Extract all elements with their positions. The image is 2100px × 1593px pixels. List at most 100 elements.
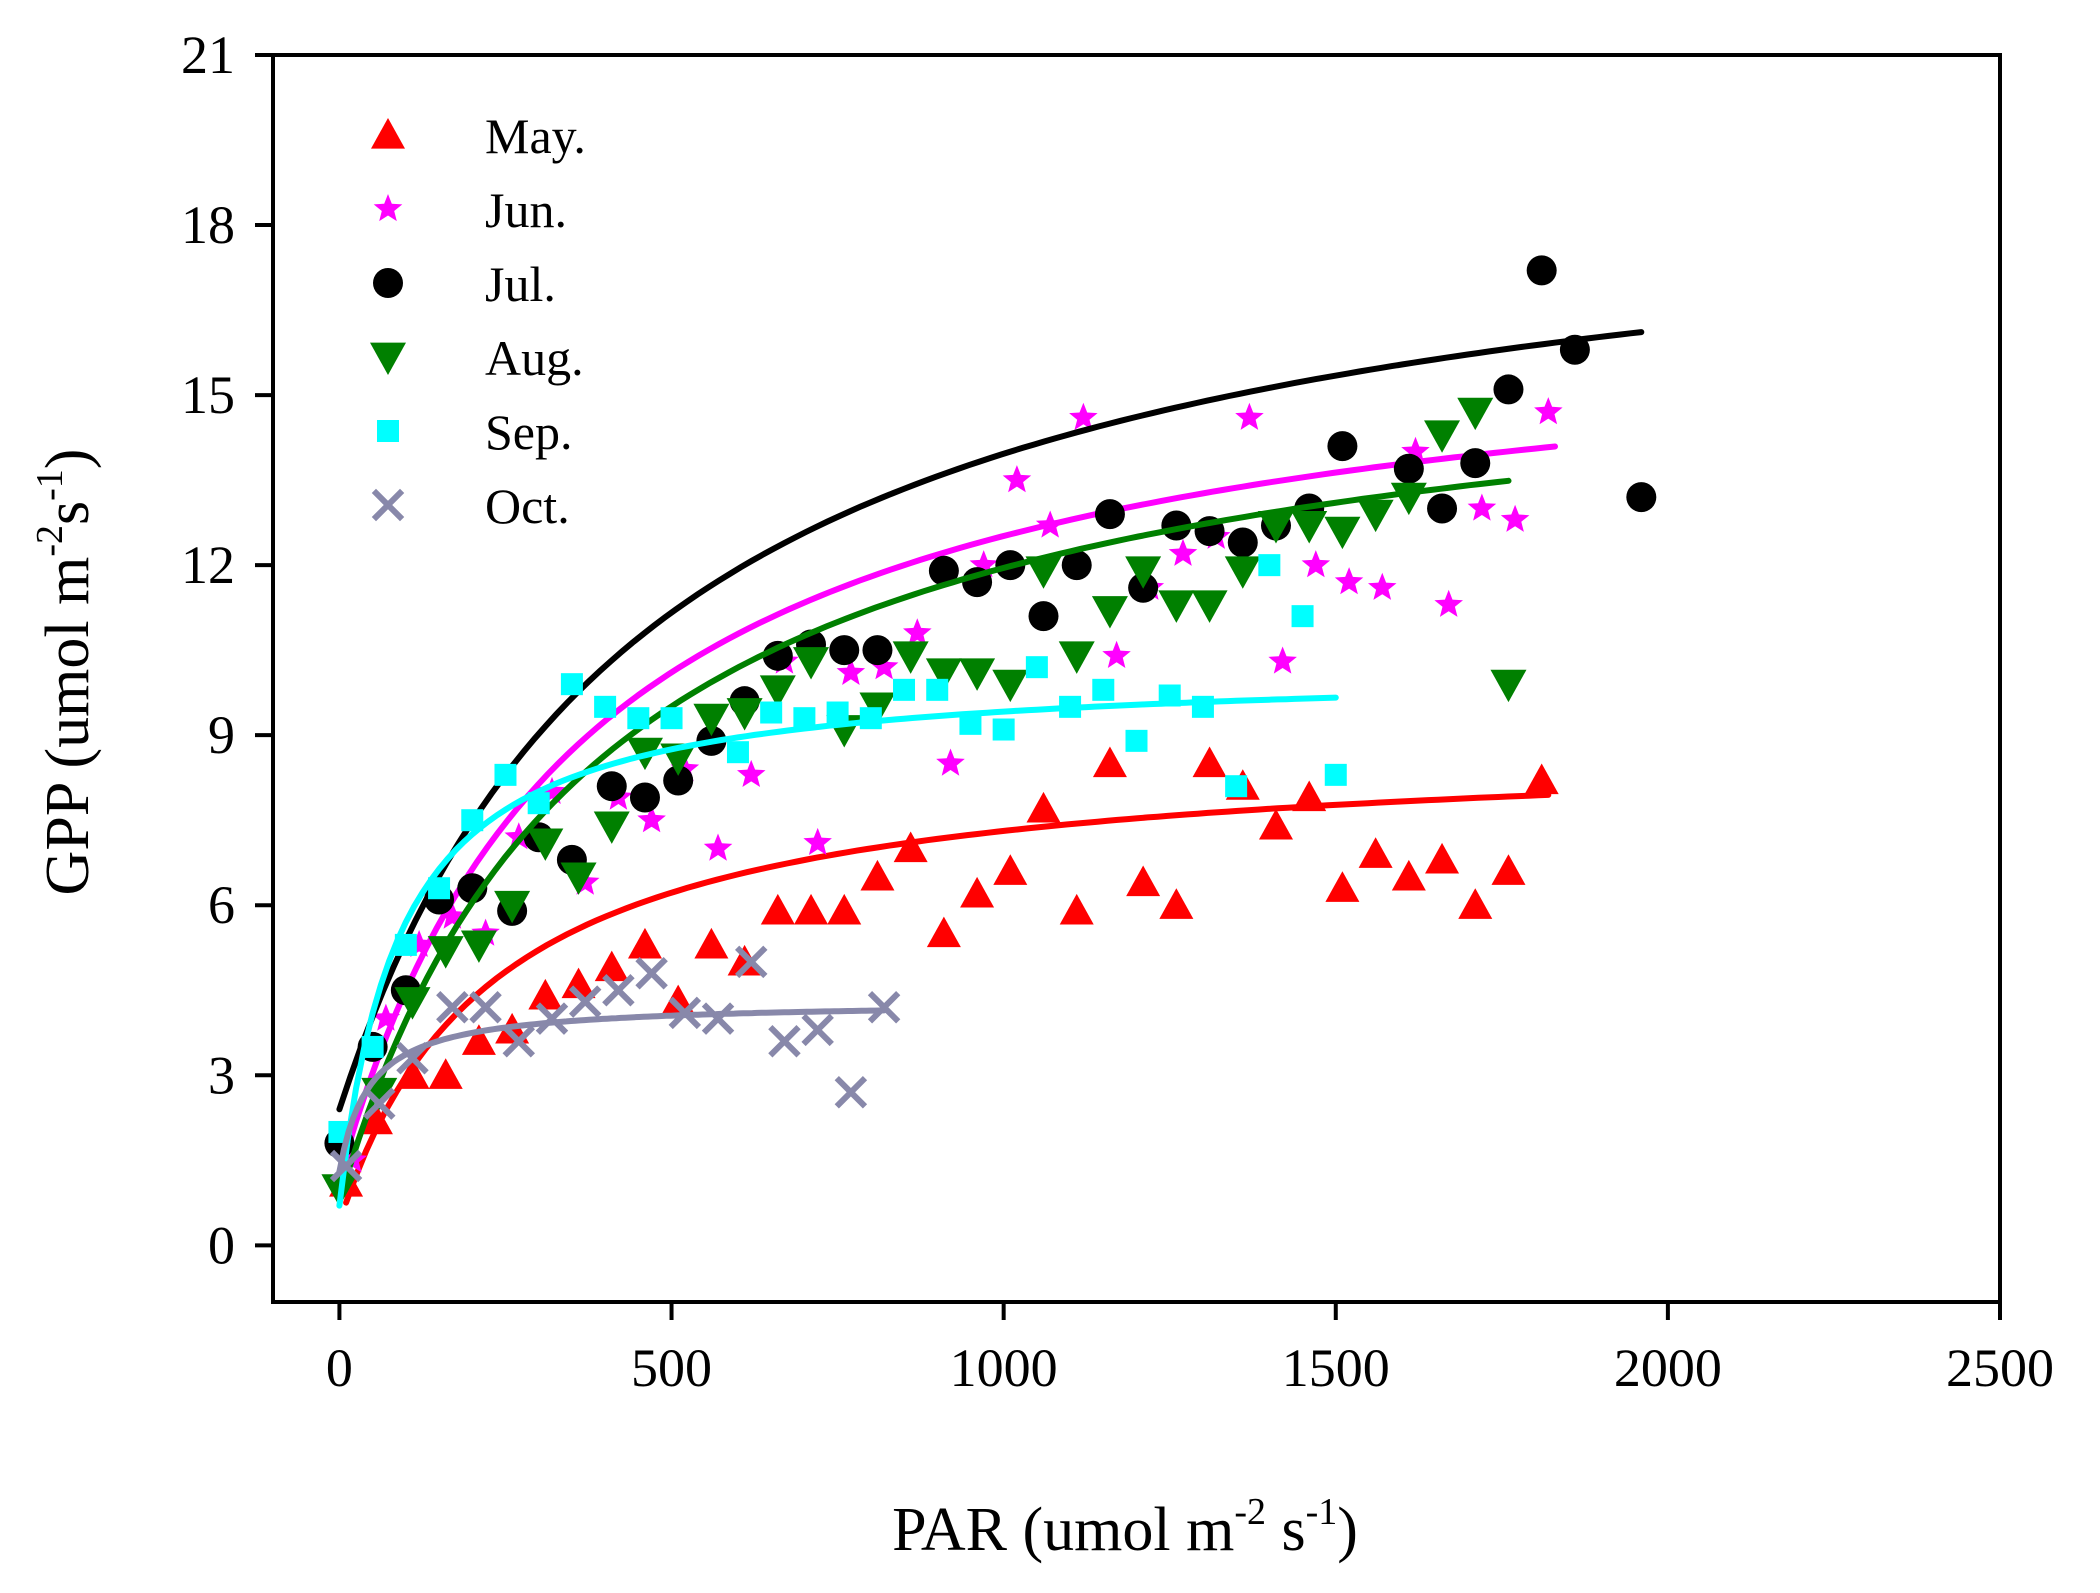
data-point-oct	[568, 985, 602, 1018]
legend-label-oct: Oct.	[485, 478, 570, 534]
data-point-aug	[1424, 420, 1461, 453]
data-point-aug	[693, 703, 730, 737]
data-point-may	[627, 927, 662, 959]
data-point-may	[1524, 763, 1559, 795]
data-point-may	[1092, 746, 1127, 778]
data-point-jun	[703, 833, 733, 861]
data-point-sep	[1258, 554, 1281, 577]
data-point-may	[1258, 808, 1293, 840]
series-oct	[329, 945, 901, 1183]
data-point-sep	[893, 678, 916, 701]
data-point-jul	[1493, 374, 1524, 405]
data-point-jun	[504, 822, 533, 850]
fit-line-sep	[336, 694, 1339, 1209]
data-point-sep	[1191, 695, 1214, 718]
data-point-sep	[627, 707, 650, 730]
data-point-sep	[1291, 605, 1314, 628]
data-point-aug	[1357, 499, 1394, 533]
data-point-may	[528, 978, 563, 1010]
data-point-may	[926, 916, 961, 948]
data-point-sep	[992, 718, 1015, 741]
data-point-jun	[637, 805, 666, 833]
data-point-may	[1325, 871, 1360, 902]
data-point-sep	[1324, 763, 1347, 786]
data-point-oct	[602, 974, 635, 1007]
data-point-aug	[1191, 590, 1228, 623]
data-point-may	[395, 1058, 430, 1089]
data-point-sep	[361, 1035, 384, 1058]
data-point-jun	[404, 929, 434, 957]
data-point-aug	[1058, 641, 1095, 674]
data-point-jun	[1434, 589, 1463, 617]
data-point-jul	[862, 635, 893, 666]
data-point-sep	[527, 792, 550, 815]
data-point-sep	[859, 707, 882, 730]
data-point-aug	[726, 698, 763, 731]
data-point-may	[993, 854, 1028, 885]
data-point-oct	[635, 957, 668, 990]
data-point-aug	[925, 658, 962, 691]
data-point-sep	[461, 809, 484, 832]
data-point-jun	[1301, 550, 1331, 578]
series-sep	[328, 554, 1347, 1209]
data-point-aug	[1490, 669, 1527, 703]
legend-item-sep: Sep.	[377, 404, 573, 460]
data-point-jul	[1460, 448, 1491, 479]
data-point-oct	[535, 1002, 569, 1035]
data-point-jul	[1061, 550, 1092, 581]
data-point-jul	[1427, 493, 1458, 524]
data-point-jun	[1467, 493, 1497, 521]
data-point-may	[1391, 859, 1426, 891]
data-point-jun	[936, 748, 965, 776]
data-point-oct	[701, 1002, 735, 1035]
data-point-may	[860, 859, 895, 891]
legend-label-may: May.	[485, 108, 586, 164]
legend-marker-oct	[371, 488, 405, 522]
x-tick-label: 1000	[950, 1338, 1058, 1398]
data-point-jul	[1094, 499, 1125, 530]
data-point-aug	[759, 675, 796, 708]
data-point-sep	[926, 678, 949, 701]
data-point-sep	[1025, 656, 1048, 679]
fit-line-jun	[343, 443, 1558, 1158]
legend-marker-jun	[373, 194, 403, 222]
data-point-jun	[969, 550, 998, 578]
data-point-jul	[1559, 334, 1590, 365]
data-point-aug	[992, 669, 1029, 703]
data-point-aug	[527, 828, 564, 861]
legend-marker-aug	[370, 342, 406, 375]
x-tick-label: 500	[631, 1338, 712, 1398]
data-point-may	[1491, 854, 1526, 885]
data-point-jun	[1401, 436, 1430, 464]
plot-area	[321, 255, 1657, 1209]
data-point-aug	[560, 862, 597, 895]
data-point-may	[794, 893, 829, 925]
data-point-jul	[1028, 601, 1059, 632]
data-point-aug	[1390, 482, 1427, 516]
data-point-oct	[329, 1149, 363, 1183]
plot-frame	[271, 53, 2002, 1304]
data-point-oct	[867, 991, 901, 1024]
data-point-sep	[826, 701, 849, 724]
legend-item-oct: Oct.	[371, 478, 570, 534]
legend-marker-jul	[373, 268, 403, 298]
data-point-jun	[836, 657, 866, 685]
data-point-may	[1358, 837, 1393, 868]
data-point-may	[760, 893, 795, 925]
y-tick-label: 9	[208, 705, 235, 765]
data-point-may	[1292, 780, 1327, 812]
data-point-sep	[1059, 695, 1082, 718]
data-point-jul	[629, 782, 660, 813]
data-point-sep	[428, 877, 451, 900]
data-point-aug	[1125, 556, 1162, 589]
data-point-sep	[1125, 729, 1148, 752]
data-point-jun	[1002, 465, 1032, 493]
axis-ticks: 0 500 1000 1500 2000 2500 0 3 6 9 12 15 18 21	[181, 25, 2054, 1398]
data-point-jun	[1368, 572, 1397, 600]
fit-line-may	[343, 791, 1552, 1206]
data-point-sep	[560, 673, 583, 696]
data-point-aug	[959, 658, 996, 691]
y-tick-label: 3	[208, 1045, 235, 1105]
data-point-may	[960, 876, 995, 908]
